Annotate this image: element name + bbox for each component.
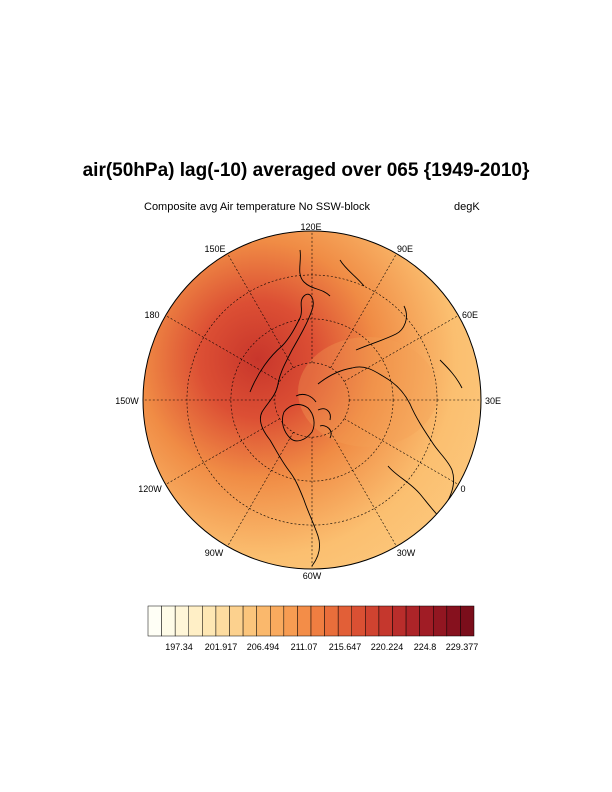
overlay-group: [143, 231, 481, 569]
coast-archipelago: [295, 393, 332, 439]
lon-label-150w: 150W: [115, 396, 139, 406]
colorbar-label: 224.8: [414, 642, 437, 652]
colorbar-box: [229, 605, 244, 637]
lon-label-30e: 30E: [485, 396, 501, 406]
colorbar-box: [270, 605, 285, 637]
lon-label-30w: 30W: [397, 548, 416, 558]
lon-label-0: 0: [460, 484, 465, 494]
colorbar-box: [147, 605, 162, 637]
colorbar-box: [161, 605, 176, 637]
map-title: air(50hPa) lag(-10) averaged over 065 {1…: [82, 160, 530, 181]
meridian-line: [330, 432, 397, 547]
colorbar-label: 197.34: [165, 642, 193, 652]
lon-label-150e: 150E: [204, 244, 225, 254]
colorbar-box: [256, 605, 271, 637]
colorbar-box: [297, 605, 312, 637]
colorbar-box: [351, 605, 366, 637]
colorbar-box: [460, 605, 475, 637]
meridian-line: [344, 418, 459, 485]
coast-eurasia: [317, 305, 463, 505]
colorbar-box: [378, 605, 393, 637]
colorbar-box: [324, 605, 339, 637]
colorbar-box: [242, 605, 257, 637]
temperature-field: [143, 231, 481, 569]
warm-anomaly-secondary: [298, 337, 438, 447]
colorbar-box: [174, 605, 190, 637]
lon-label-90e: 90E: [397, 244, 413, 254]
map-subtitle: Composite avg Air temperature No SSW-blo…: [144, 201, 370, 213]
meridians: [143, 231, 481, 569]
colorbar-labels: 197.34 201.917 206.494 211.07 215.647 22…: [165, 642, 478, 652]
coast-greenland: [281, 404, 315, 442]
lon-label-90w: 90W: [205, 548, 224, 558]
meridian-line: [165, 418, 280, 485]
colorbar-box: [337, 605, 352, 637]
latitude-circle: [230, 318, 394, 482]
colorbar-label: 220.224: [371, 642, 404, 652]
meridian-line: [227, 253, 294, 368]
lon-label-120e: 120E: [300, 222, 321, 232]
colorbar-label: 201.917: [205, 642, 238, 652]
colorbar-box: [283, 605, 298, 637]
colorbar-box: [419, 605, 434, 637]
lon-label-60e: 60E: [462, 310, 478, 320]
colorbar-label: 229.377: [446, 642, 479, 652]
coast-east-asia: [299, 249, 365, 297]
colorbar-label: 206.494: [247, 642, 280, 652]
latitude-circle: [186, 274, 438, 526]
meridian-line: [227, 432, 294, 547]
colorbar-label: 215.647: [329, 642, 362, 652]
lon-label-60w: 60W: [303, 571, 322, 581]
meridian-line: [344, 315, 459, 382]
colorbar: [147, 605, 475, 637]
colorbar-box: [188, 605, 203, 637]
colorbar-box: [446, 605, 461, 637]
units-label: degK: [454, 201, 480, 213]
map-border: [142, 230, 482, 570]
meridian-line: [330, 253, 397, 368]
colorbar-box: [433, 605, 448, 637]
colorbar-box: [215, 605, 230, 637]
colorbar-label: 211.07: [291, 642, 318, 652]
lon-label-120w: 120W: [138, 484, 162, 494]
colorbar-box: [405, 605, 420, 637]
coastlines: [249, 249, 463, 567]
colorbar-box: [202, 605, 217, 637]
lon-label-180: 180: [144, 310, 159, 320]
coast-north-america: [249, 293, 321, 567]
colorbar-box: [310, 605, 325, 637]
colorbar-box: [392, 605, 407, 637]
colorbar-box: [365, 605, 380, 637]
